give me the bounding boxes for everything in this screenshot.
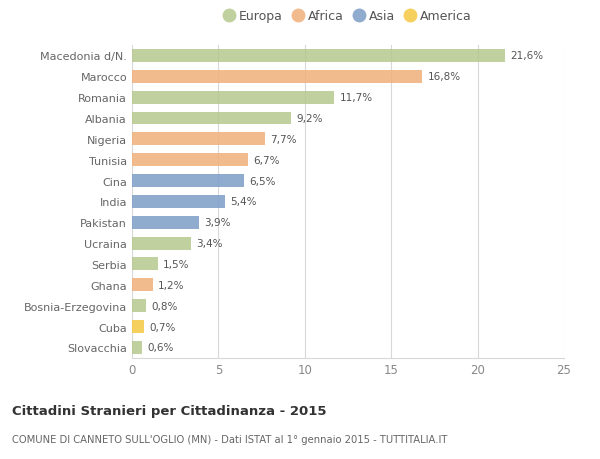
Bar (132, 279, 153, 291)
Bar (132, 112, 291, 125)
Bar (132, 341, 142, 354)
Legend: Europa, Africa, Asia, America: Europa, Africa, Asia, America (220, 7, 476, 27)
Bar (132, 71, 422, 84)
Text: 0,6%: 0,6% (148, 342, 174, 353)
Bar (132, 154, 248, 167)
Bar (132, 133, 265, 146)
Bar (132, 196, 226, 208)
Bar (132, 50, 505, 63)
Text: 7,7%: 7,7% (270, 134, 297, 145)
Text: 1,5%: 1,5% (163, 259, 190, 269)
Text: 21,6%: 21,6% (511, 51, 544, 62)
Text: 6,7%: 6,7% (253, 155, 280, 165)
Text: 5,4%: 5,4% (230, 197, 257, 207)
Text: 0,8%: 0,8% (151, 301, 178, 311)
Text: 3,9%: 3,9% (205, 218, 231, 228)
Bar (132, 237, 191, 250)
Bar (132, 91, 334, 104)
Bar (132, 320, 144, 333)
Text: COMUNE DI CANNETO SULL'OGLIO (MN) - Dati ISTAT al 1° gennaio 2015 - TUTTITALIA.I: COMUNE DI CANNETO SULL'OGLIO (MN) - Dati… (12, 434, 448, 444)
Bar (132, 300, 146, 313)
Text: 11,7%: 11,7% (340, 93, 373, 103)
Text: 0,7%: 0,7% (149, 322, 176, 332)
Bar (132, 258, 158, 271)
Text: 1,2%: 1,2% (158, 280, 184, 290)
Text: 16,8%: 16,8% (427, 72, 461, 82)
Text: Cittadini Stranieri per Cittadinanza - 2015: Cittadini Stranieri per Cittadinanza - 2… (12, 404, 326, 417)
Bar (132, 216, 199, 229)
Text: 6,5%: 6,5% (250, 176, 276, 186)
Text: 9,2%: 9,2% (296, 114, 323, 124)
Bar (132, 175, 244, 188)
Text: 3,4%: 3,4% (196, 239, 223, 249)
